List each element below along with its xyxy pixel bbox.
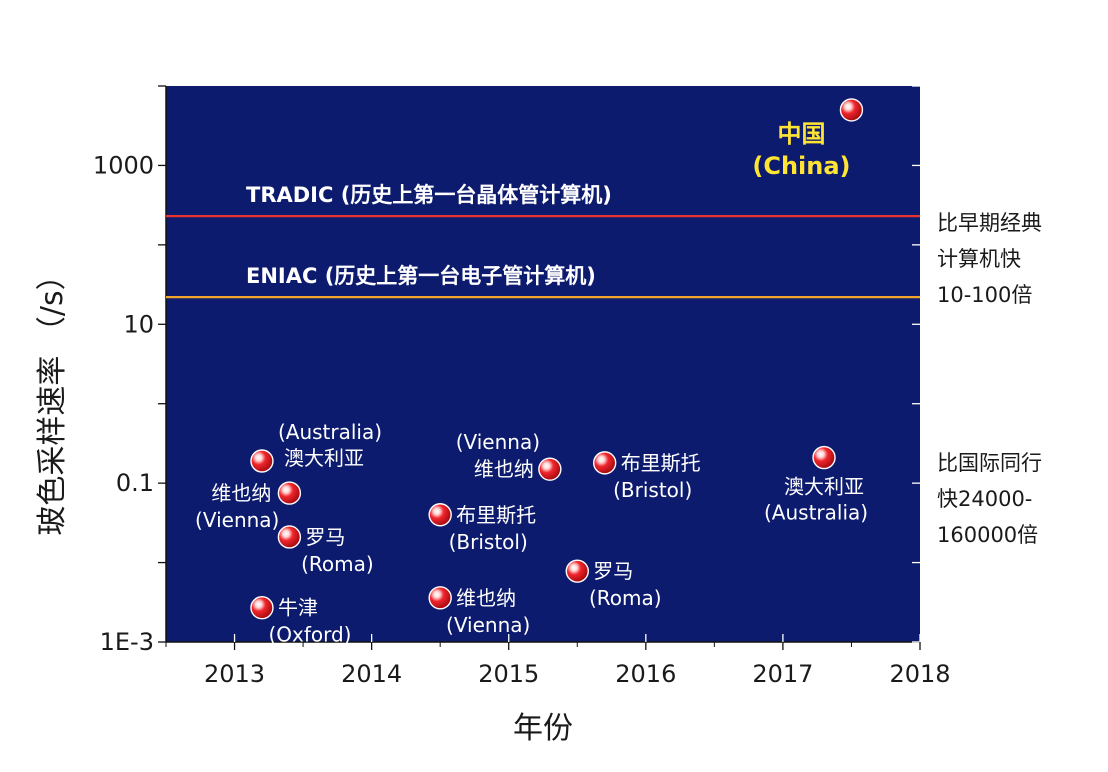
data-point [250,449,274,473]
side-note-line: 160000倍 [937,523,1038,547]
data-point [565,559,589,583]
x-tick-label: 2017 [752,660,813,688]
data-point [428,503,452,527]
x-tick-label: 2013 [204,660,265,688]
side-note-line: 计算机快 [937,247,1021,271]
point-label-en: (Roma) [589,586,662,610]
plot-area [166,86,920,642]
point-label-cn: 罗马 [593,559,633,583]
data-point [277,525,302,549]
point-label-en: (Oxford) [268,623,351,647]
data-point [592,451,617,475]
point-label-en: (Roma) [301,552,374,576]
point-label-en: (Vienna) [446,613,530,637]
data-point [277,481,302,505]
x-tick-label: 2018 [889,660,950,688]
point-label-en: (Bristol) [613,478,692,502]
side-note-line: 比早期经典 [937,211,1042,235]
x-tick-label: 2014 [341,660,402,688]
side-note-line: 快24000- [937,487,1032,511]
point-label-en: (Australia) [764,501,868,525]
y-tick-label: 1000 [93,151,154,179]
y-axis-title: 玻色采样速率 （/s） [35,260,70,535]
point-label-en: (Australia) [278,420,382,444]
point-label-cn: 澳大利亚 [284,446,364,470]
data-point [538,457,562,481]
y-tick-label: 0.1 [116,469,154,497]
y-tick-label: 1E-3 [100,628,154,656]
data-point [812,445,836,470]
point-label-cn: 牛津 [278,596,318,620]
data-point [250,596,274,620]
data-point [839,98,864,122]
point-label-cn: 中国 [777,120,825,148]
point-label-cn: 罗马 [305,525,345,549]
point-label-cn: 维也纳 [456,586,516,610]
reference-line-label: TRADIC (历史上第一台晶体管计算机) [246,183,612,207]
y-tick-label: 10 [123,310,154,338]
point-label-en: (Vienna) [456,430,540,454]
side-note-line: 10-100倍 [937,283,1032,307]
point-label-en: (China) [752,152,850,180]
point-label-cn: 维也纳 [474,457,534,481]
point-label-en: (Vienna) [195,508,279,532]
reference-line-label: ENIAC (历史上第一台电子管计算机) [246,264,596,288]
x-tick-label: 2016 [615,660,676,688]
point-label-en: (Bristol) [449,530,528,554]
point-label-cn: 布里斯托 [621,451,701,475]
side-note-line: 比国际同行 [937,451,1042,475]
data-point [428,586,452,610]
x-axis-title: 年份 [513,711,573,746]
x-tick-label: 2015 [478,660,539,688]
point-label-cn: 维也纳 [211,481,271,505]
point-label-cn: 澳大利亚 [784,475,864,499]
point-label-cn: 布里斯托 [456,503,536,527]
